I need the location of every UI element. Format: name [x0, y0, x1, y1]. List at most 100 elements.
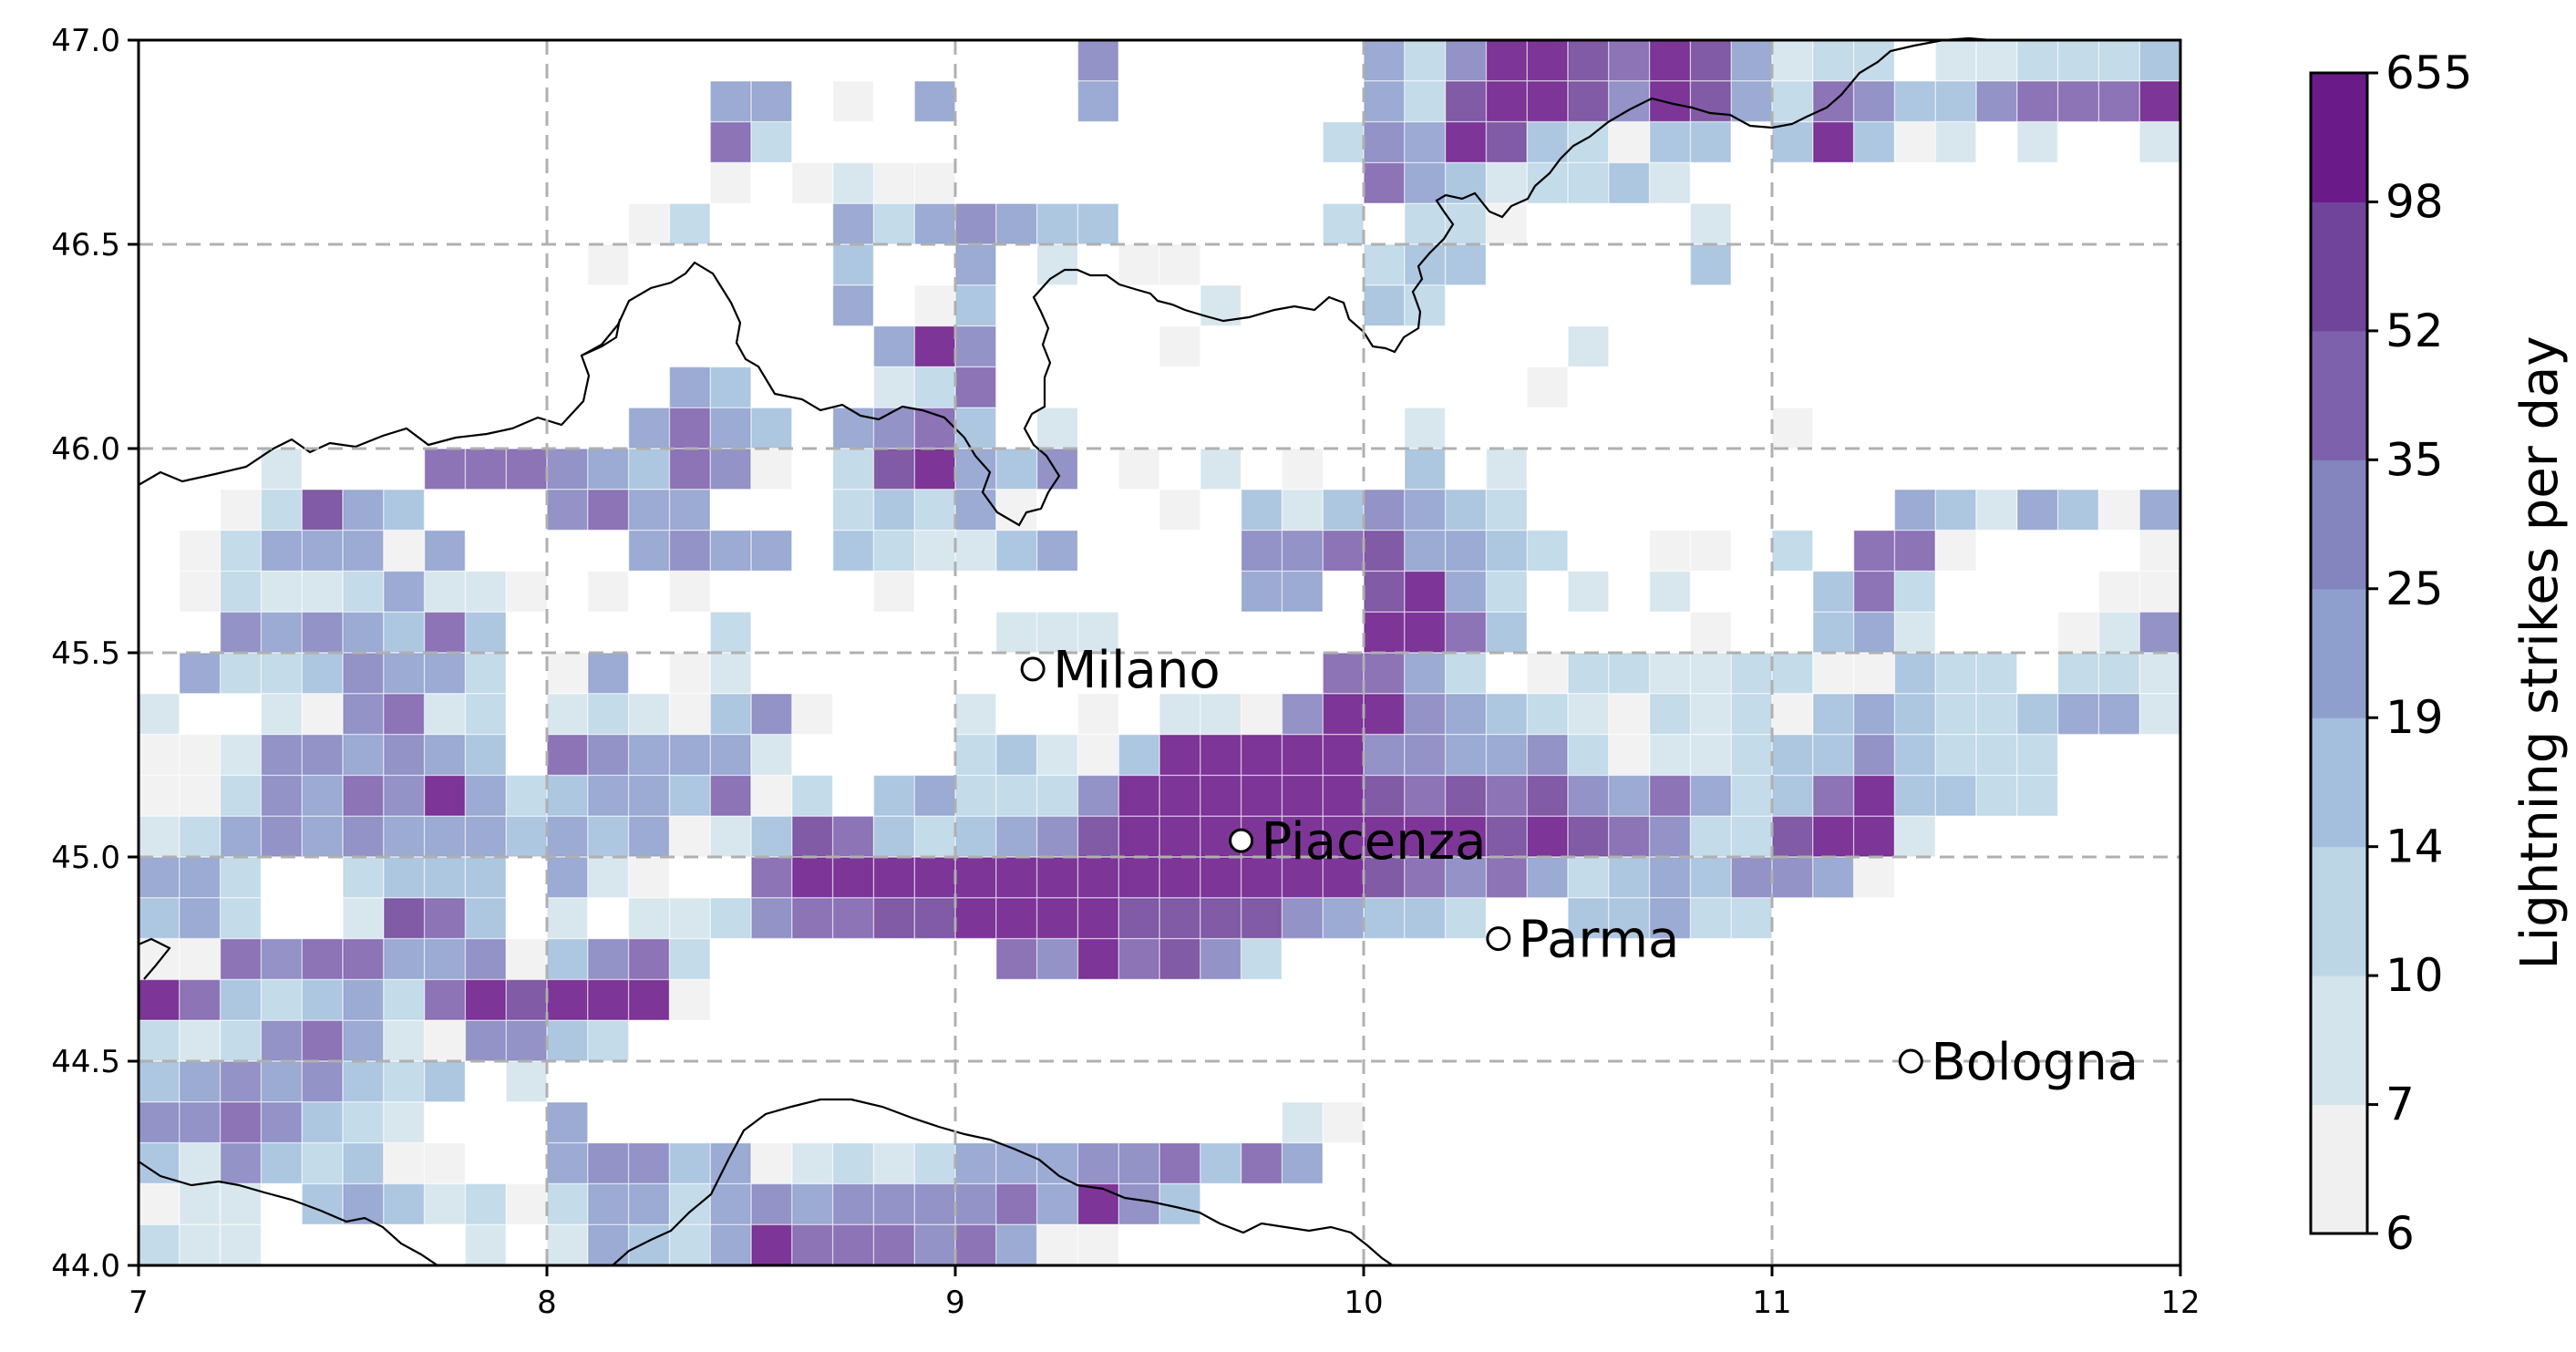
heatmap-cell — [1894, 816, 1935, 857]
heatmap-cell — [1405, 81, 1446, 122]
heatmap-cell — [2017, 81, 2058, 122]
heatmap-cell — [1894, 775, 1935, 816]
colorbar-title: Lightning strikes per day — [2510, 335, 2570, 969]
heatmap-cell — [465, 775, 506, 816]
heatmap-cell — [1731, 734, 1772, 776]
heatmap-cell — [220, 490, 262, 531]
heatmap-cell — [302, 571, 343, 612]
heatmap-cell — [873, 408, 914, 449]
heatmap-cell — [1200, 898, 1242, 939]
heatmap-cell — [1649, 653, 1691, 694]
heatmap-cell — [506, 1061, 547, 1102]
heatmap-cell — [424, 1020, 466, 1061]
heatmap-cell — [1486, 734, 1527, 776]
heatmap-cell — [1445, 530, 1487, 572]
heatmap-cell — [384, 857, 425, 898]
heatmap-cell — [1527, 857, 1568, 898]
heatmap-cell — [139, 1183, 180, 1224]
heatmap-cell — [180, 530, 221, 572]
heatmap-cell — [384, 938, 425, 980]
heatmap-cell — [180, 1142, 221, 1184]
heatmap-cell — [955, 244, 996, 285]
x-tick-label: 11 — [1752, 1285, 1791, 1321]
heatmap-cell — [873, 366, 914, 408]
heatmap-cell — [465, 449, 506, 490]
heatmap-cell — [1935, 734, 1976, 776]
heatmap-cell — [1690, 653, 1731, 694]
heatmap-cell — [1282, 898, 1323, 939]
heatmap-cell — [588, 694, 629, 735]
city-marker — [1486, 926, 1511, 952]
heatmap-cell — [1077, 938, 1118, 980]
heatmap-cell — [261, 449, 302, 490]
heatmap-cell — [220, 979, 262, 1020]
heatmap-cell — [669, 694, 710, 735]
heatmap-cell — [1159, 734, 1200, 776]
heatmap-cell — [1853, 653, 1895, 694]
heatmap-cell — [1568, 734, 1609, 776]
heatmap-cell — [1894, 653, 1935, 694]
heatmap-cell — [751, 408, 792, 449]
heatmap-cell — [547, 898, 588, 939]
heatmap-cell — [751, 1224, 792, 1265]
heatmap-cell — [1486, 81, 1527, 122]
heatmap-cell — [180, 1020, 221, 1061]
heatmap-cell — [2139, 121, 2180, 163]
heatmap-cell — [384, 490, 425, 531]
heatmap-cell — [1976, 40, 2017, 81]
heatmap-cell — [1731, 81, 1772, 122]
heatmap-cell — [261, 979, 302, 1020]
heatmap-cell — [1568, 81, 1609, 122]
heatmap-cell — [792, 694, 833, 735]
heatmap-cell — [180, 653, 221, 694]
heatmap-cell — [751, 1183, 792, 1224]
heatmap-cell — [1935, 775, 1976, 816]
heatmap-cell — [343, 1102, 384, 1143]
heatmap-cell — [996, 612, 1037, 653]
heatmap-cell — [302, 938, 343, 980]
heatmap-cell — [1813, 775, 1854, 816]
heatmap-cell — [1772, 816, 1813, 857]
heatmap-cell — [1935, 653, 1976, 694]
colorbar-swatch — [2311, 73, 2367, 202]
heatmap-cell — [1282, 816, 1323, 857]
heatmap-cell — [588, 1020, 629, 1061]
heatmap-cell — [1486, 121, 1527, 163]
heatmap-cell — [710, 775, 751, 816]
heatmap-cell — [302, 653, 343, 694]
heatmap-cell — [139, 1020, 180, 1061]
heatmap-cell — [588, 571, 629, 612]
heatmap-cell — [1077, 775, 1118, 816]
heatmap-cells — [139, 40, 2180, 1265]
heatmap-cell — [1241, 734, 1283, 776]
heatmap-cell — [996, 449, 1037, 490]
heatmap-cell — [1853, 121, 1895, 163]
heatmap-cell — [424, 938, 466, 980]
colorbar-tick-label: 655 — [2385, 46, 2472, 99]
heatmap-cell — [588, 1142, 629, 1184]
heatmap-cell — [424, 734, 466, 776]
heatmap-cell — [710, 612, 751, 653]
heatmap-cell — [1118, 734, 1159, 776]
heatmap-cell — [751, 816, 792, 857]
heatmap-cell — [1118, 1183, 1159, 1224]
city-label: Parma — [1519, 911, 1679, 970]
heatmap-cell — [1200, 775, 1242, 816]
heatmap-cell — [180, 1224, 221, 1265]
heatmap-cell — [873, 571, 914, 612]
heatmap-cell — [2098, 694, 2139, 735]
heatmap-cell — [1772, 653, 1813, 694]
heatmap-cell — [1731, 898, 1772, 939]
heatmap-cell — [2017, 775, 2058, 816]
y-tick-label: 46.5 — [51, 227, 120, 263]
heatmap-cell — [1976, 653, 2017, 694]
heatmap-cell — [384, 734, 425, 776]
heatmap-cell — [261, 612, 302, 653]
heatmap-cell — [1690, 898, 1731, 939]
heatmap-cell — [302, 734, 343, 776]
heatmap-cell — [955, 530, 996, 572]
heatmap-cell — [424, 857, 466, 898]
heatmap-cell — [547, 734, 588, 776]
heatmap-cell — [2057, 653, 2099, 694]
heatmap-cell — [343, 1061, 384, 1102]
